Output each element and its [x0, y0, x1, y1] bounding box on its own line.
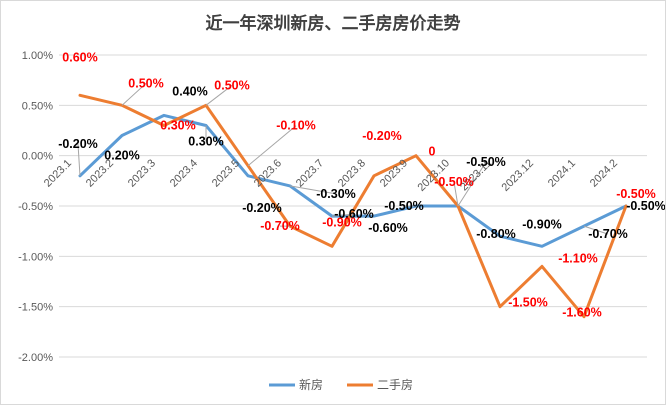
x-tick-label: 2023.9 [378, 157, 410, 189]
data-labels: -0.20%0.20%0.40%0.30%-0.20%-0.30%-0.60%-… [58, 50, 666, 320]
gridlines [59, 54, 647, 358]
y-tick-label: -2.00% [18, 352, 53, 364]
data-label: -1.60% [562, 306, 602, 320]
x-tick-label: 2024.1 [546, 157, 578, 189]
data-label: -0.50% [434, 175, 474, 189]
data-label: 0.20% [104, 149, 139, 163]
data-label: 0.30% [160, 118, 195, 132]
data-label: -0.90% [522, 217, 562, 231]
legend: 新房 二手房 [269, 377, 413, 392]
x-tick-label: 2023.7 [294, 157, 326, 189]
data-label: -0.70% [588, 227, 628, 241]
data-label: -1.10% [558, 251, 598, 265]
data-label: 0.50% [128, 76, 163, 90]
callout-line [583, 225, 609, 235]
data-label: 0.50% [214, 78, 249, 92]
data-label: -1.50% [508, 296, 548, 310]
data-label: -0.80% [476, 227, 516, 241]
data-label: -0.50% [466, 155, 506, 169]
data-label: -0.70% [260, 219, 300, 233]
y-tick-label: 0.00% [22, 151, 53, 163]
callout-line [289, 185, 337, 195]
data-label: 0.40% [172, 84, 207, 98]
chart-title: 近一年深圳新房、二手房房价走势 [206, 13, 461, 34]
y-axis: 1.00% 0.50% 0.00% -0.50% -1.00% -1.50% -2.00% [18, 50, 53, 364]
y-tick-label: 1.00% [22, 50, 53, 62]
x-tick-label: 2023.5 [210, 157, 242, 189]
callout-line [205, 84, 233, 106]
data-label: -0.90% [322, 215, 362, 229]
callout-line [457, 161, 487, 207]
series-lines [78, 93, 628, 319]
callout-line [453, 181, 459, 207]
data-label: -0.60% [334, 207, 374, 221]
y-tick-label: -1.50% [18, 302, 53, 314]
callout-line [331, 213, 355, 217]
data-label: -0.20% [58, 137, 98, 151]
data-label: 0 [429, 145, 436, 159]
legend-label: 新房 [299, 377, 323, 392]
data-label: -0.50% [626, 199, 665, 213]
y-tick-label: -0.50% [18, 201, 53, 213]
data-label: 0.30% [188, 134, 223, 148]
data-label: -0.50% [384, 199, 424, 213]
x-tick-label: 2023.4 [168, 157, 200, 189]
x-tick-label: 2023.8 [336, 157, 368, 189]
y-tick-label: 0.50% [22, 100, 53, 112]
x-tick-label: 2024.2 [588, 157, 620, 189]
data-label: -0.30% [316, 187, 356, 201]
series-line [78, 113, 628, 248]
y-tick-label: -1.00% [18, 251, 53, 263]
data-label: -0.60% [368, 221, 408, 235]
data-label: -0.10% [276, 119, 316, 133]
callout-line [77, 143, 81, 176]
data-label: -0.20% [362, 129, 402, 143]
data-label: -0.20% [242, 201, 282, 215]
callout-line [247, 125, 297, 167]
legend-label: 二手房 [377, 377, 413, 392]
data-label: 0.60% [62, 50, 97, 64]
label-callouts [77, 82, 609, 235]
series-line [78, 93, 628, 319]
data-label: -0.50% [616, 187, 656, 201]
callout-line [121, 82, 147, 106]
